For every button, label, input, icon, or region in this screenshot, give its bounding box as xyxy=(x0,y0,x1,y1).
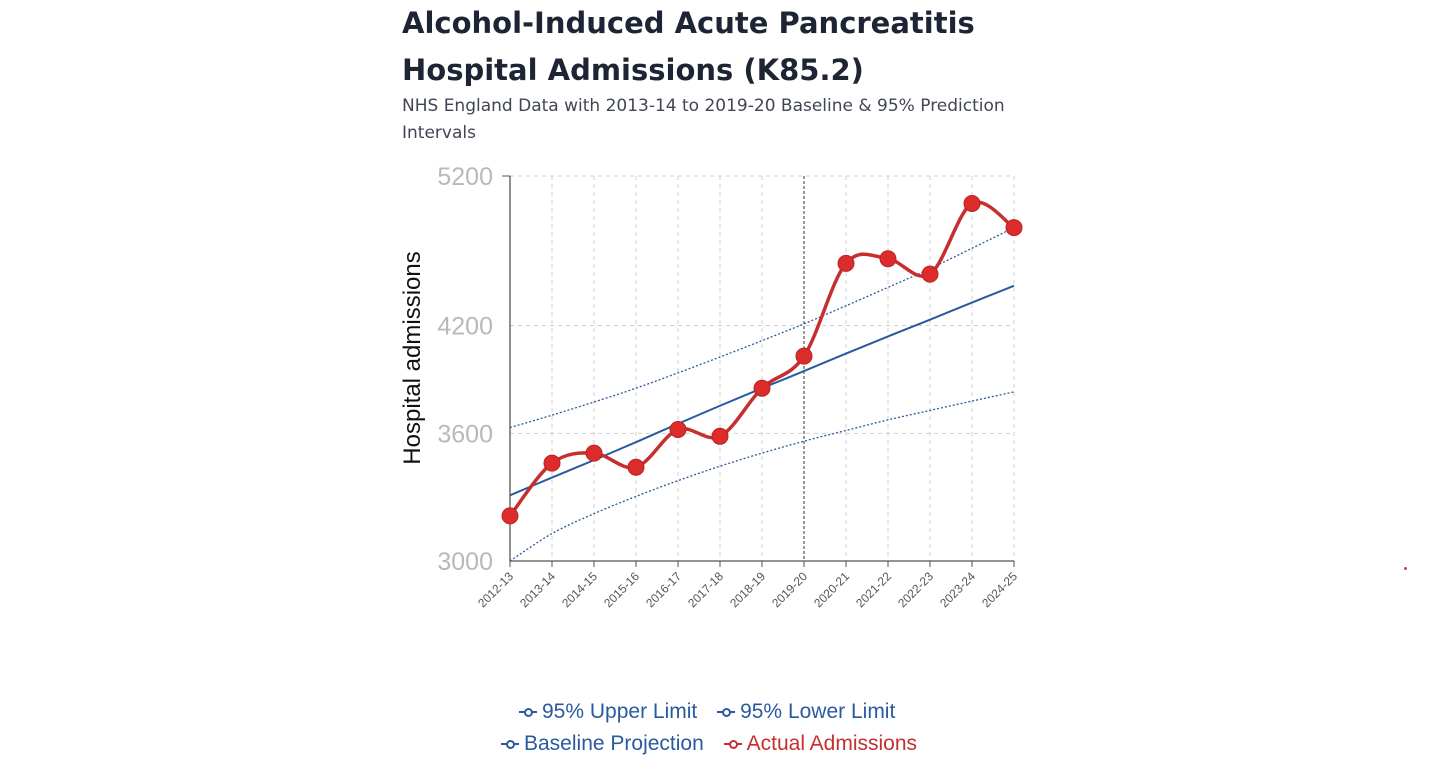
actual-admissions-point xyxy=(585,444,603,462)
actual-admissions-point xyxy=(879,250,897,268)
actual-admissions-point xyxy=(543,454,561,472)
x-tick-label: 2019-20 xyxy=(769,569,810,610)
lower-limit-line xyxy=(509,391,1015,562)
x-tick-label: 2014-15 xyxy=(559,569,600,610)
chart-subtitle: NHS England Data with 2013-14 to 2019-20… xyxy=(402,93,1042,147)
actual-admissions-point xyxy=(753,379,771,397)
y-axis-label: Hospital admissions xyxy=(399,251,426,464)
x-tick-label: 2021-22 xyxy=(853,569,894,610)
actual-admissions-point xyxy=(837,254,855,272)
actual-admissions-point xyxy=(921,265,939,283)
actual-admissions-point xyxy=(669,421,687,439)
chart-title-line-2: Hospital Admissions (K85.2) xyxy=(402,53,864,87)
stray-dot xyxy=(1404,567,1407,570)
chart-series xyxy=(501,194,1023,562)
x-tick-label: 2024-25 xyxy=(979,569,1020,610)
legend-item-baseline-projection[interactable]: Baseline Projection xyxy=(501,732,704,756)
legend-label: 95% Upper Limit xyxy=(542,700,698,723)
legend-row-2: Baseline Projection Actual Admissions xyxy=(501,732,931,756)
chart-grid xyxy=(510,175,1015,561)
y-tick-label: 4200 xyxy=(437,312,493,340)
x-tick-label: 2018-19 xyxy=(727,569,768,610)
y-tick-label: 3000 xyxy=(437,548,493,576)
chart-title-line-1: Alcohol-Induced Acute Pancreatitis xyxy=(402,6,975,40)
legend-line-marker-icon xyxy=(501,739,519,750)
chart-subtitle-line-1: NHS England Data with 2013-14 to 2019-20… xyxy=(402,96,1005,116)
x-tick-label: 2017-18 xyxy=(685,569,726,610)
actual-admissions-point xyxy=(711,427,729,445)
legend-label: 95% Lower Limit xyxy=(740,700,896,723)
legend-item-lower-limit[interactable]: 95% Lower Limit xyxy=(717,700,895,724)
legend-item-upper-limit[interactable]: 95% Upper Limit xyxy=(519,700,697,724)
legend-row-1: 95% Upper Limit 95% Lower Limit xyxy=(519,700,909,724)
x-tick-label: 2016-17 xyxy=(643,569,684,610)
chart-title: Alcohol-Induced Acute Pancreatitis Hospi… xyxy=(402,0,1042,94)
x-tick-label: 2022-23 xyxy=(895,569,936,610)
legend-line-marker-icon xyxy=(519,707,537,718)
x-tick-label: 2015-16 xyxy=(601,569,642,610)
chart-axes xyxy=(502,175,1015,567)
x-tick-label: 2020-21 xyxy=(811,569,852,610)
legend-line-marker-icon xyxy=(717,707,736,718)
actual-admissions-point xyxy=(627,458,645,476)
chart-subtitle-line-2: Intervals xyxy=(402,123,476,143)
legend-label: Baseline Projection xyxy=(524,732,704,755)
y-tick-label: 3600 xyxy=(437,420,493,448)
actual-admissions-point xyxy=(963,194,981,212)
actual-admissions-point xyxy=(795,347,813,365)
actual-admissions-point xyxy=(501,507,519,525)
x-tick-label: 2013-14 xyxy=(517,569,558,610)
legend-label: Actual Admissions xyxy=(746,732,918,755)
legend-item-actual-admissions[interactable]: Actual Admissions xyxy=(723,732,918,756)
y-tick-label: 5200 xyxy=(437,163,493,191)
legend-line-marker-icon xyxy=(723,739,742,750)
x-tick-label: 2023-24 xyxy=(937,569,978,610)
actual-admissions-point xyxy=(1005,219,1023,237)
